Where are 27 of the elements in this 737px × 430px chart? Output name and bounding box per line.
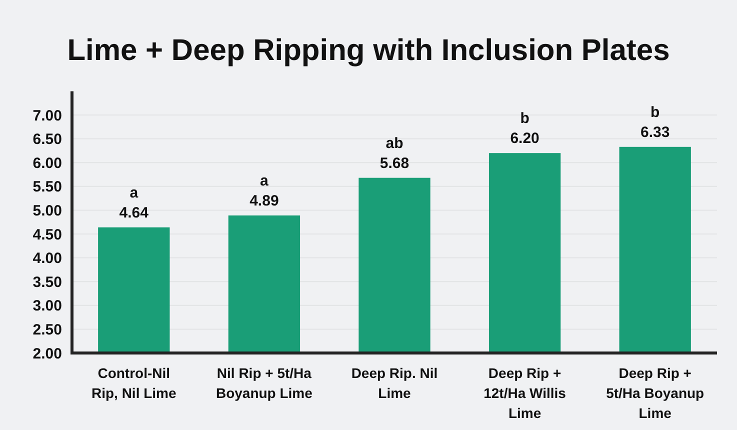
x-tick-label: Deep Rip. Nil Lime [351, 365, 438, 401]
x-tick-label: Control-Nil Rip, Nil Lime [91, 365, 176, 401]
y-tick-label: 4.00 [32, 250, 62, 268]
data-label: 4.89 [250, 192, 279, 210]
y-tick-label: 2.00 [32, 345, 62, 362]
y-tick-label: 6.00 [32, 154, 62, 172]
x-tick-label: Nil Rip + 5t/Ha Boyanup Lime [216, 365, 313, 401]
chart-title: Lime + Deep Ripping with Inclusion Plates [67, 34, 670, 67]
y-tick-label: 6.50 [32, 131, 62, 148]
annotation: a [130, 184, 139, 202]
x-tick-label: Deep Rip + 5t/Ha Boyanup Lime [606, 365, 704, 421]
y-tick-label: 2.50 [32, 321, 62, 338]
data-label: 6.20 [510, 130, 540, 148]
data-label: 5.68 [380, 154, 410, 172]
y-tick-label: 5.50 [32, 178, 62, 196]
y-tick-label: 3.00 [32, 298, 62, 315]
x-tick-label: Deep Rip + 12t/Ha Willis Lime [484, 365, 566, 421]
y-tick-label: 3.50 [32, 274, 62, 291]
y-tick-label: 4.50 [32, 226, 62, 244]
y-tick-label: 5.00 [32, 202, 62, 220]
y-tick-label: 7.00 [32, 107, 62, 124]
annotation: b [650, 104, 660, 121]
annotation: b [520, 110, 530, 128]
annotation: a [260, 172, 270, 190]
data-label: 4.64 [119, 204, 150, 222]
data-label: 6.33 [640, 124, 670, 141]
annotation: ab [386, 134, 404, 152]
